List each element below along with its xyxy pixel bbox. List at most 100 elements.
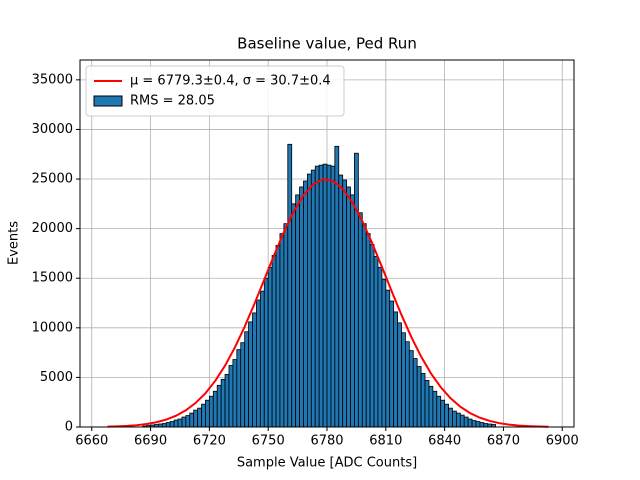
- bar: [240, 342, 246, 428]
- bar: [365, 233, 371, 428]
- bar: [228, 365, 234, 428]
- bar: [306, 173, 312, 428]
- bar: [165, 422, 171, 428]
- bar: [381, 278, 387, 428]
- bar: [322, 163, 328, 428]
- y-tick-label: 20000: [32, 221, 73, 236]
- bar: [185, 415, 191, 428]
- bar: [283, 223, 289, 428]
- bar: [459, 414, 465, 428]
- x-tick-label: 6660: [75, 434, 108, 449]
- bar: [452, 410, 457, 428]
- bar: [467, 418, 473, 428]
- bar: [428, 385, 434, 428]
- bar: [330, 165, 336, 428]
- bar: [169, 421, 175, 428]
- bar: [420, 373, 426, 428]
- bar: [385, 289, 391, 428]
- legend-label: RMS = 28.05: [130, 94, 215, 109]
- fit-line: [107, 178, 549, 428]
- bar: [318, 164, 324, 428]
- bar: [193, 409, 199, 428]
- bar: [197, 407, 202, 428]
- bar: [346, 186, 351, 428]
- bar: [361, 223, 367, 428]
- bar: [205, 399, 210, 428]
- bar: [432, 390, 438, 428]
- bar: [475, 421, 481, 428]
- bar: [173, 419, 179, 428]
- bar: [424, 379, 430, 428]
- bar: [334, 145, 340, 428]
- bar: [256, 299, 261, 428]
- bar: [259, 290, 265, 428]
- bar: [208, 395, 214, 428]
- x-tick-label: 6810: [369, 434, 402, 449]
- bar: [291, 203, 297, 428]
- bar: [401, 332, 406, 428]
- bar: [416, 366, 422, 428]
- bar: [455, 412, 461, 428]
- bar: [314, 165, 320, 428]
- x-tick-label: 6780: [310, 434, 343, 449]
- bar: [448, 407, 453, 428]
- bar: [373, 255, 379, 428]
- bar: [161, 423, 167, 428]
- bar: [357, 212, 363, 428]
- x-tick-label: 6870: [487, 434, 520, 449]
- bar: [326, 164, 332, 428]
- bar: [295, 194, 300, 428]
- bar: [248, 321, 253, 428]
- y-tick-label: 35000: [32, 72, 73, 87]
- bar: [369, 244, 375, 428]
- bar: [232, 359, 238, 428]
- bar: [397, 322, 402, 428]
- bar: [201, 403, 206, 428]
- bar: [244, 331, 249, 428]
- bar: [354, 152, 359, 428]
- bar: [224, 374, 230, 428]
- bar: [189, 412, 195, 428]
- y-tick-label: 0: [65, 420, 73, 435]
- bar: [471, 420, 477, 428]
- x-tick-label: 6840: [428, 434, 461, 449]
- bar: [279, 233, 285, 428]
- legend-patch: [93, 95, 123, 107]
- x-axis-label: Sample Value [ADC Counts]: [237, 456, 417, 471]
- bar: [177, 418, 183, 428]
- bar: [252, 312, 257, 428]
- bar: [181, 416, 187, 428]
- bar: [303, 180, 308, 428]
- bar: [377, 266, 383, 428]
- bar: [263, 277, 269, 428]
- bar: [338, 174, 344, 428]
- y-tick-label: 15000: [32, 271, 73, 286]
- bar: [287, 143, 293, 428]
- x-tick-label: 6900: [546, 434, 579, 449]
- bar: [389, 300, 395, 428]
- bar: [310, 169, 316, 428]
- y-tick-label: 10000: [32, 320, 73, 335]
- bar: [479, 422, 485, 428]
- x-tick-label: 6690: [134, 434, 167, 449]
- y-axis-label: Events: [7, 221, 22, 265]
- bar: [220, 378, 226, 428]
- bar: [350, 194, 355, 428]
- legend-label: μ = 6779.3±0.4, σ = 30.7±0.4: [130, 74, 331, 89]
- bar: [267, 266, 273, 428]
- bar: [444, 403, 449, 428]
- bar: [212, 390, 218, 428]
- bar: [436, 395, 442, 428]
- bar: [271, 255, 277, 428]
- y-tick-label: 5000: [40, 370, 73, 385]
- bar: [393, 311, 398, 428]
- bar: [412, 358, 418, 428]
- bar: [463, 416, 469, 428]
- x-tick-label: 6720: [193, 434, 226, 449]
- bar: [216, 384, 222, 428]
- chart-title: Baseline value, Ped Run: [237, 35, 417, 53]
- legend-box: [85, 65, 345, 117]
- bar: [342, 179, 348, 428]
- bar: [275, 245, 281, 428]
